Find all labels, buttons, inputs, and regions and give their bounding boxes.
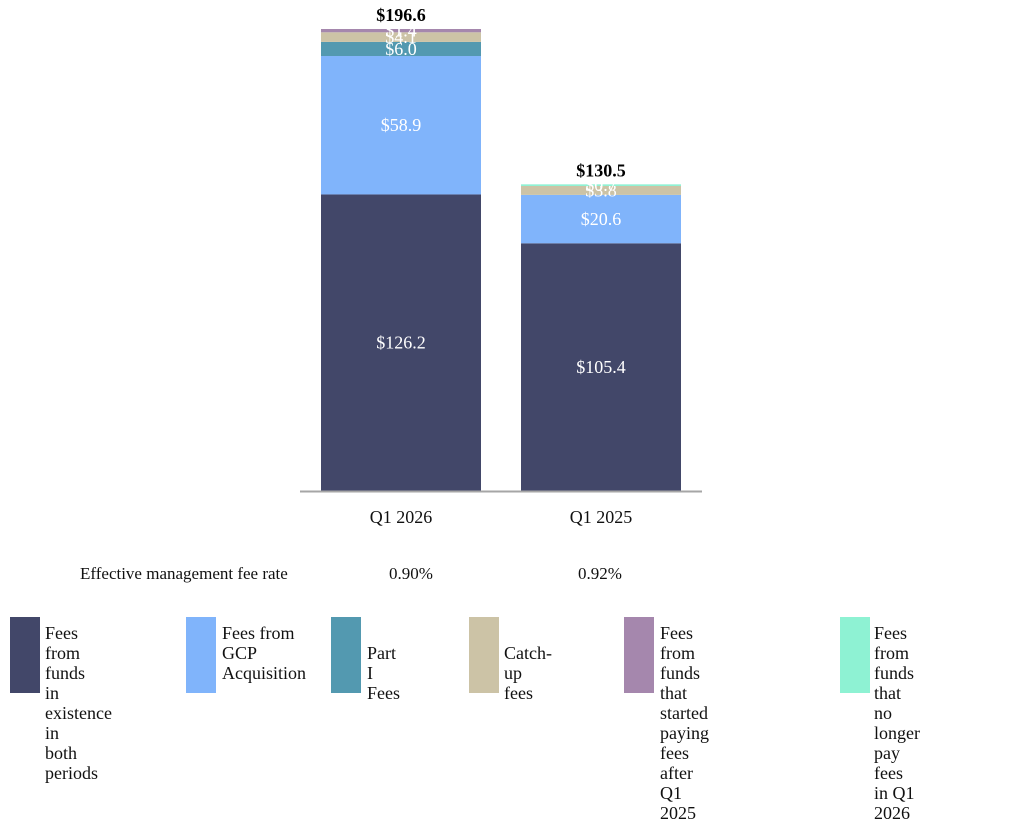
legend-swatch	[469, 617, 499, 693]
legend-label: Fees from GCP Acquisition	[222, 623, 306, 683]
bar-segment	[321, 29, 481, 33]
total-label: $130.5	[576, 160, 626, 180]
legend-swatch	[10, 617, 40, 693]
bar-segment	[321, 194, 481, 492]
legend-label: Fees from funds in existence in both per…	[45, 623, 112, 783]
data-label: $6.0	[385, 39, 417, 59]
data-label: $0.7	[585, 175, 617, 195]
legend-label: Catch-up fees	[504, 643, 552, 703]
bar-segment	[321, 41, 481, 57]
legend-label: Fees from funds that no longer pay fees …	[874, 623, 920, 823]
legend-swatch	[331, 617, 361, 693]
data-label: $20.6	[581, 209, 622, 229]
bar-segment	[521, 185, 681, 195]
data-label: $126.2	[376, 333, 426, 353]
bar-segment	[521, 243, 681, 491]
legend-label: Part I Fees	[367, 643, 400, 703]
data-label: $105.4	[576, 357, 626, 377]
legend-label: Fees from funds that started paying fees…	[660, 623, 709, 823]
bar-segment	[521, 184, 681, 186]
stacked-bar-chart: $126.2$58.9$6.0$4.1$1.4$196.6Q1 2026$105…	[300, 5, 702, 527]
bar-segment	[321, 32, 481, 42]
x-tick-label: Q1 2026	[370, 507, 433, 527]
total-label: $196.6	[376, 5, 426, 25]
effective-fee-rate-label: Effective management fee rate	[80, 564, 288, 583]
effective-fee-rate-row: Effective management fee rate 0.90% 0.92…	[0, 564, 1033, 588]
effective-fee-rate-q1-2026: 0.90%	[389, 564, 433, 583]
chart-legend: Fees from funds in existence in both per…	[0, 616, 1033, 823]
legend-swatch	[186, 617, 216, 693]
legend-swatch	[624, 617, 654, 693]
bar-segment	[521, 194, 681, 244]
data-label: $58.9	[381, 115, 422, 135]
bar-segment	[321, 56, 481, 195]
effective-fee-rate-q1-2025: 0.92%	[578, 564, 622, 583]
data-label: $1.4	[385, 21, 417, 41]
x-tick-label: Q1 2025	[570, 507, 633, 527]
legend-swatch	[840, 617, 870, 693]
